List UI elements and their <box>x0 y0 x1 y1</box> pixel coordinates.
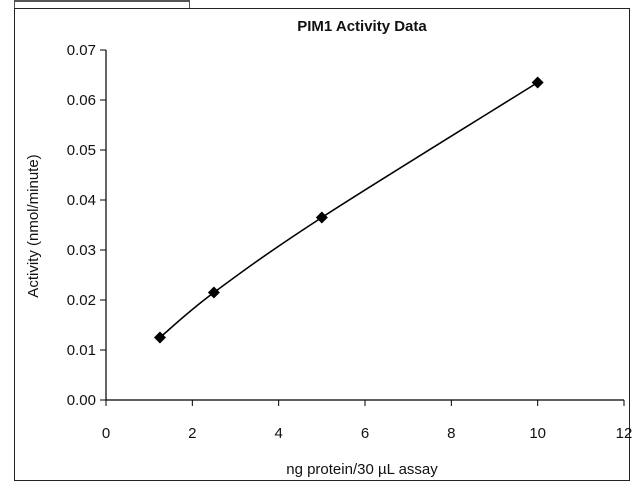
x-tick-label: 4 <box>274 425 282 442</box>
x-axis-title: ng protein/30 µL assay <box>286 461 438 478</box>
y-tick-label: 0.01 <box>67 342 96 359</box>
chart-title: PIM1 Activity Data <box>297 18 427 35</box>
y-tick-label: 0.07 <box>67 42 96 59</box>
y-tick-label: 0.00 <box>67 392 96 409</box>
x-tick-label: 12 <box>616 425 633 442</box>
y-tick-label: 0.02 <box>67 292 96 309</box>
x-tick-label: 8 <box>447 425 455 442</box>
data-point <box>153 331 166 344</box>
data-point <box>531 76 544 89</box>
y-tick-label: 0.04 <box>67 192 96 209</box>
y-tick-label: 0.06 <box>67 92 96 109</box>
chart-frame <box>14 8 630 481</box>
y-tick-label: 0.03 <box>67 242 96 259</box>
frame-tab <box>14 0 190 8</box>
y-tick-label: 0.05 <box>67 142 96 159</box>
y-axis-title: Activity (nmol/minute) <box>25 154 42 297</box>
x-tick-label: 6 <box>361 425 369 442</box>
data-point <box>315 211 328 224</box>
x-tick-label: 2 <box>188 425 196 442</box>
x-tick-label: 0 <box>102 425 110 442</box>
data-point <box>207 286 220 299</box>
series-line <box>159 81 539 339</box>
x-tick-label: 10 <box>529 425 546 442</box>
